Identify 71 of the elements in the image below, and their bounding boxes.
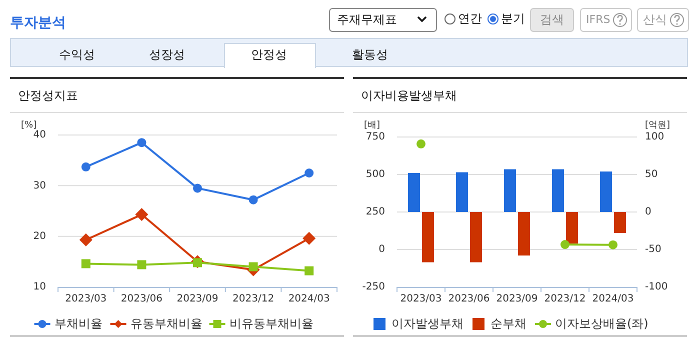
x-tick-label: 2024/03 [592, 294, 634, 305]
text: 성장성 [149, 47, 185, 62]
point [304, 266, 314, 276]
point [137, 260, 146, 270]
text: 분기 [501, 11, 525, 26]
point [79, 233, 92, 246]
text: 산식 [643, 12, 667, 26]
x-tick-label: 2023/06 [448, 294, 490, 305]
y2-tick-label: -50 [645, 244, 662, 256]
y2-tick-label: 0 [645, 206, 652, 218]
y-tick-label: 750 [366, 132, 385, 143]
y-tick-label: 30 [33, 180, 46, 192]
y2-tick-label: 100 [645, 132, 664, 143]
point [608, 240, 618, 250]
point [304, 168, 314, 178]
bar [600, 172, 612, 212]
point [135, 208, 148, 222]
point [560, 240, 570, 250]
x-tick-label: 2023/09 [176, 294, 218, 305]
bar [456, 172, 468, 212]
text: 검색 [540, 12, 564, 26]
y-tick-label: 20 [33, 231, 46, 242]
bar [518, 212, 530, 256]
y-tick-label: 500 [366, 169, 385, 180]
text: 수익성 [59, 47, 95, 62]
text: 안정성 [251, 47, 287, 62]
y-tick-label: 0 [378, 244, 385, 256]
x-tick-label: 2024/03 [288, 294, 330, 305]
x-tick-label: 2023/09 [496, 294, 538, 305]
legend-label: 유동부채비율 [130, 316, 202, 330]
x-tick-label: 2023/03 [65, 294, 107, 305]
bar [504, 169, 516, 212]
y-axis-title: [배] [364, 120, 380, 130]
bar [552, 169, 564, 212]
legend-label: 이자보상배율(좌) [555, 316, 648, 330]
text: 연간 [458, 11, 482, 26]
text: 주재무제표 [337, 12, 397, 26]
y2-tick-label: 50 [645, 169, 658, 180]
bar [422, 212, 434, 262]
legend-label: 부채비율 [54, 316, 102, 330]
y-tick-label: -250 [362, 282, 385, 293]
point [193, 184, 202, 193]
legend-label: 비유동부채비율 [229, 316, 314, 330]
y-tick-label: 10 [33, 282, 46, 293]
point [416, 139, 426, 148]
chart-title: 이자비용발생부채 [361, 88, 457, 102]
point [248, 262, 258, 272]
legend-label: 이자발생부채 [392, 316, 464, 330]
point [81, 259, 90, 268]
y-axis-title: [%] [21, 120, 37, 130]
point [137, 138, 146, 148]
point [81, 162, 90, 172]
y2-tick-label: -100 [645, 282, 668, 293]
x-tick-label: 2023/06 [120, 294, 162, 305]
point [248, 195, 258, 204]
text: IFRS [586, 13, 610, 26]
bar [408, 173, 420, 212]
bar [614, 212, 626, 233]
y-tick-label: 40 [33, 130, 46, 141]
x-tick-label: 2023/03 [400, 294, 442, 305]
y-tick-label: 250 [366, 206, 385, 218]
legend-label: 순부채 [490, 316, 526, 330]
bar [470, 212, 482, 262]
text: 활동성 [352, 47, 388, 62]
bar [566, 212, 578, 244]
text: 투자분석 [10, 14, 66, 31]
x-tick-label: 2023/12 [544, 294, 586, 305]
chart-title: 안정성지표 [18, 88, 78, 102]
point [302, 232, 316, 245]
y2-axis-title: [억원] [645, 120, 670, 130]
x-tick-label: 2023/12 [232, 294, 274, 305]
